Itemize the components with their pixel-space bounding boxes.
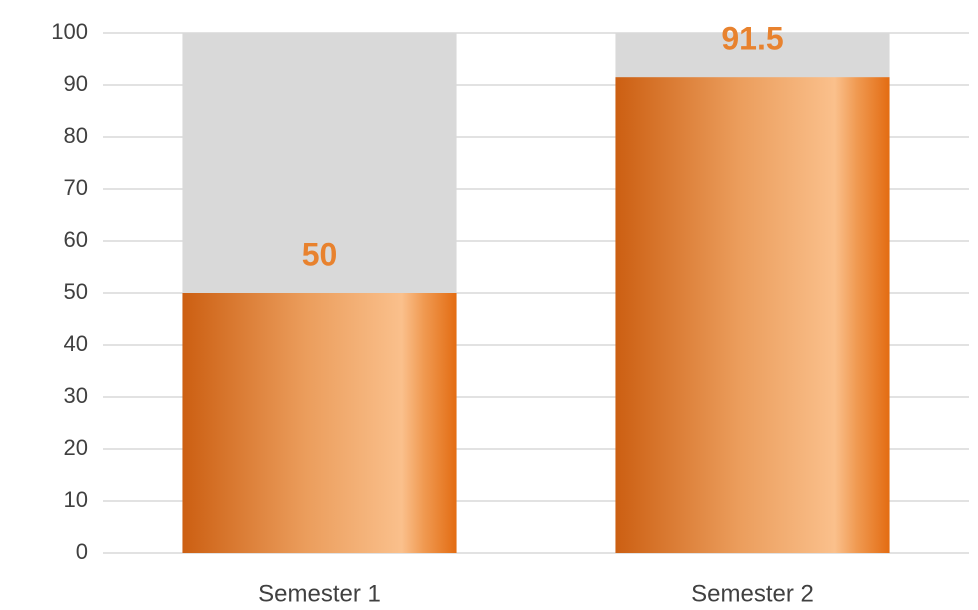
y-tick-label: 10 <box>64 487 88 512</box>
bar <box>182 293 457 553</box>
y-tick-label: 0 <box>76 539 88 564</box>
x-tick-label: Semester 2 <box>691 580 814 607</box>
y-tick-label: 30 <box>64 383 88 408</box>
value-label: 50 <box>302 236 338 272</box>
y-tick-label: 60 <box>64 227 88 252</box>
y-tick-label: 70 <box>64 175 88 200</box>
y-tick-label: 20 <box>64 435 88 460</box>
value-label: 91.5 <box>721 21 783 57</box>
bar <box>615 77 890 553</box>
y-tick-label: 50 <box>64 279 88 304</box>
y-tick-label: 100 <box>51 19 88 44</box>
y-tick-label: 40 <box>64 331 88 356</box>
y-tick-label: 90 <box>64 71 88 96</box>
x-tick-label: Semester 1 <box>258 580 381 607</box>
y-tick-label: 80 <box>64 123 88 148</box>
